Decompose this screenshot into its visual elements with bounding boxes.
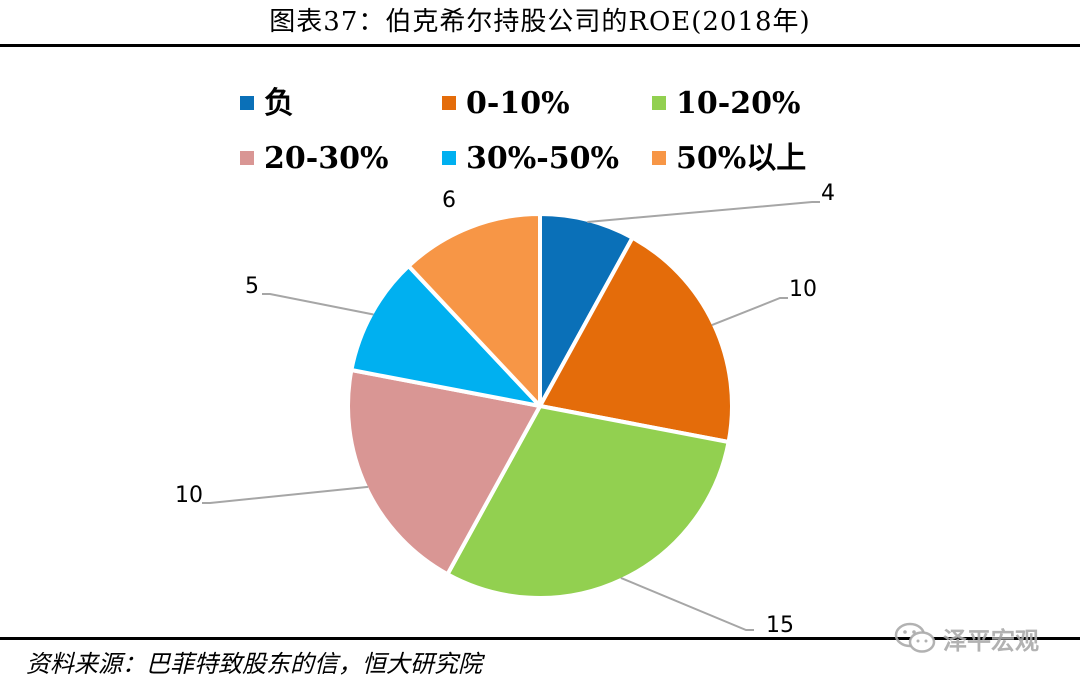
legend-swatch — [240, 151, 254, 165]
data-label: 10 — [175, 483, 203, 508]
legend-swatch — [652, 96, 666, 110]
pie-slices — [346, 212, 734, 600]
leader-line — [711, 297, 788, 327]
legend-label: 50%以上 — [676, 141, 806, 176]
data-label: 10 — [789, 277, 817, 302]
watermark: 泽平宏观 — [893, 620, 1039, 656]
leader-line — [620, 576, 754, 631]
wechat-icon — [894, 622, 936, 653]
legend-label: 负 — [264, 86, 294, 121]
data-label: 4 — [821, 181, 835, 206]
figure-title: 图表37：伯克希尔持股公司的ROE(2018年) — [269, 7, 811, 37]
leader-line — [587, 201, 820, 223]
top-rule — [0, 44, 1080, 47]
legend-label: 10-20% — [676, 86, 800, 121]
leader-line — [202, 485, 369, 504]
legend-swatch — [240, 96, 254, 110]
data-label: 15 — [766, 613, 794, 636]
legend-swatch — [652, 151, 666, 165]
legend-swatch — [442, 151, 456, 165]
source-note: 资料来源：巴菲特致股东的信，恒大研究院 — [26, 650, 482, 678]
data-label: 5 — [245, 274, 259, 299]
pie-chart: 负 0-10% 10-20% 20-30% 30%-50% 50%以上 4 10 15 10 5 6 — [175, 86, 835, 636]
data-label: 6 — [442, 188, 456, 213]
legend: 负 0-10% 10-20% 20-30% 30%-50% 50%以上 — [240, 86, 806, 176]
legend-label: 30%-50% — [466, 141, 619, 176]
pie-slice — [445, 404, 731, 600]
legend-label: 20-30% — [264, 141, 388, 176]
pie-slice — [406, 212, 542, 408]
watermark-text: 泽平宏观 — [943, 626, 1039, 655]
bottom-rule — [0, 637, 1080, 640]
leader-line — [262, 293, 374, 316]
data-labels: 4 10 15 10 5 6 — [175, 181, 835, 636]
legend-swatch — [442, 96, 456, 110]
legend-label: 0-10% — [466, 86, 570, 121]
